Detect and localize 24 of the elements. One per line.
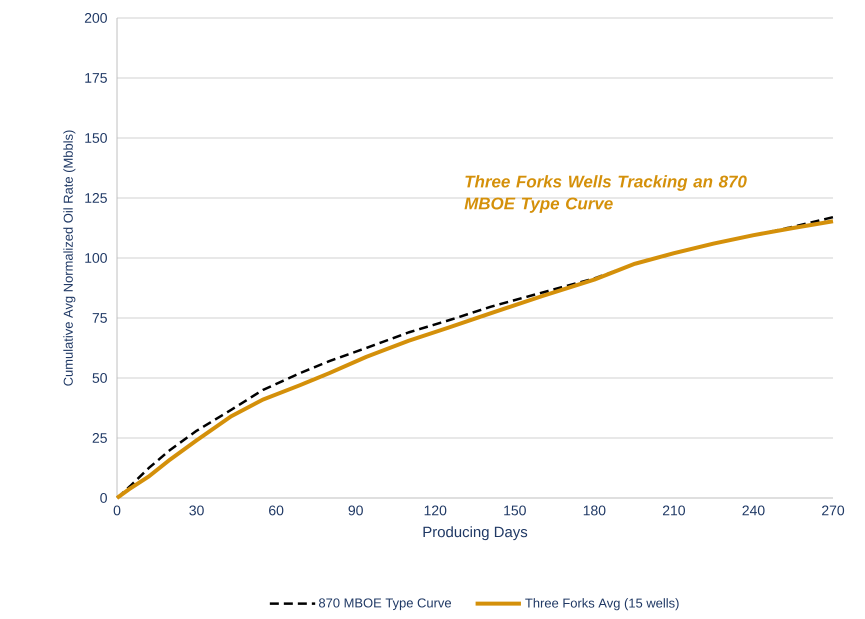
y-tick-label: 75 [92, 313, 107, 323]
x-tick-label: 120 [424, 505, 446, 516]
x-axis-title: Producing Days [423, 526, 528, 540]
y-tick-label: 100 [85, 253, 107, 263]
x-tick-label: 180 [584, 505, 606, 516]
y-tick-label: 25 [92, 433, 107, 443]
x-tick-label: 60 [269, 505, 284, 516]
y-tick-label: 125 [85, 193, 107, 203]
x-tick-label: 30 [189, 505, 204, 516]
x-tick-label: 240 [742, 505, 765, 516]
y-tick-label: 150 [85, 133, 107, 143]
x-tick-label: 210 [662, 505, 685, 516]
legend-label: Three Forks Avg (15 wells) [525, 598, 679, 610]
x-tick-label: 90 [348, 505, 363, 516]
y-axis-title: Cumulative Avg Normalized Oil Rate (Mbbls) [63, 130, 76, 386]
y-tick-label: 0 [100, 493, 107, 503]
x-tick-label: 150 [504, 505, 526, 516]
legend-label: 870 MBOE Type Curve [318, 598, 452, 610]
y-tick-label: 175 [85, 73, 107, 83]
y-tick-label: 50 [92, 373, 107, 383]
x-tick-label: 0 [114, 505, 120, 516]
y-tick-label: 200 [84, 13, 107, 23]
annotation: Three Forks Wells Tracking an 870 MBOE Type Curve [464, 175, 747, 213]
x-tick-label: 270 [822, 505, 844, 516]
